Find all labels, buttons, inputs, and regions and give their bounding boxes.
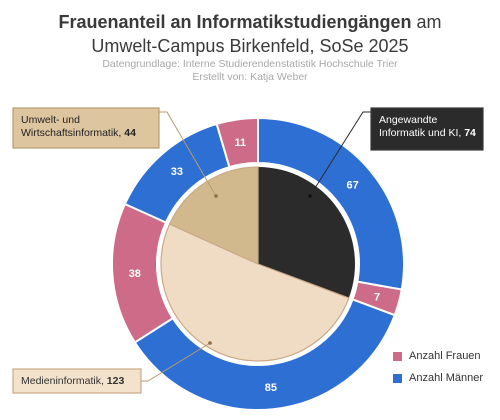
outer-slice-label-3: 85 — [265, 382, 277, 394]
callout-dot-1 — [308, 194, 312, 198]
callout-text-3-1: Umwelt- und — [21, 114, 80, 126]
callout-value-1: 74 — [464, 127, 476, 139]
callout-dot-3 — [214, 194, 218, 198]
chart-header: Frauenanteil an Informatikstudiengängen … — [0, 10, 500, 84]
callout-box-2 — [12, 368, 142, 394]
legend-swatch-frauen — [393, 351, 402, 361]
chart-source-note: Datengrundlage: Interne Studierendenstat… — [102, 58, 398, 70]
legend-label-maenner: Anzahl Männer — [409, 372, 483, 384]
callout-text-2-1: Medieninformatik, 123 — [21, 375, 124, 387]
chart-title-line-2: Umwelt-Campus Birkenfeld, SoSe 2025 — [91, 36, 409, 56]
callout-text-3-2: Wirtschaftsinformatik, 44 — [21, 127, 136, 139]
inner-slice-2 — [160, 223, 350, 362]
callout-text-1-1: Angewandte — [379, 114, 438, 126]
callout-leader-1 — [309, 111, 371, 197]
chart-title-rest: am — [411, 12, 442, 32]
legend-label-frauen: Anzahl Frauen — [409, 350, 481, 362]
legend-item-maenner: Anzahl Männer — [393, 372, 483, 384]
inner-slice-3 — [168, 166, 259, 265]
callout-leader-2 — [141, 342, 211, 382]
outer-slice-3 — [133, 298, 397, 411]
outer-slice-label-5: 33 — [171, 166, 183, 178]
callout-leader-3 — [159, 111, 217, 197]
callout-box-1 — [370, 107, 484, 151]
outer-slice-6 — [215, 116, 259, 169]
outer-slice-label-6: 11 — [235, 137, 247, 149]
callout-value-2: 123 — [107, 375, 125, 387]
outer-slice-label-2: 7 — [374, 292, 380, 304]
chart-title-line-1: Frauenanteil an Informatikstudiengängen … — [0, 10, 500, 34]
legend-swatch-maenner — [393, 373, 402, 383]
chart-title-bold: Frauenanteil an Informatikstudiengängen — [58, 12, 412, 32]
outer-slice-label-1: 67 — [347, 180, 359, 192]
callout-dot-2 — [208, 341, 212, 345]
legend-item-frauen: Anzahl Frauen — [393, 350, 481, 362]
outer-slice-label-4: 38 — [129, 268, 141, 280]
callout-text-1-2: Informatik und KI, 74 — [379, 127, 476, 139]
callout-value-3: 44 — [124, 127, 136, 139]
inner-slice-1 — [258, 167, 355, 299]
callout-box-3 — [12, 107, 160, 149]
chart-author-note: Erstellt von: Katja Weber — [192, 71, 308, 83]
